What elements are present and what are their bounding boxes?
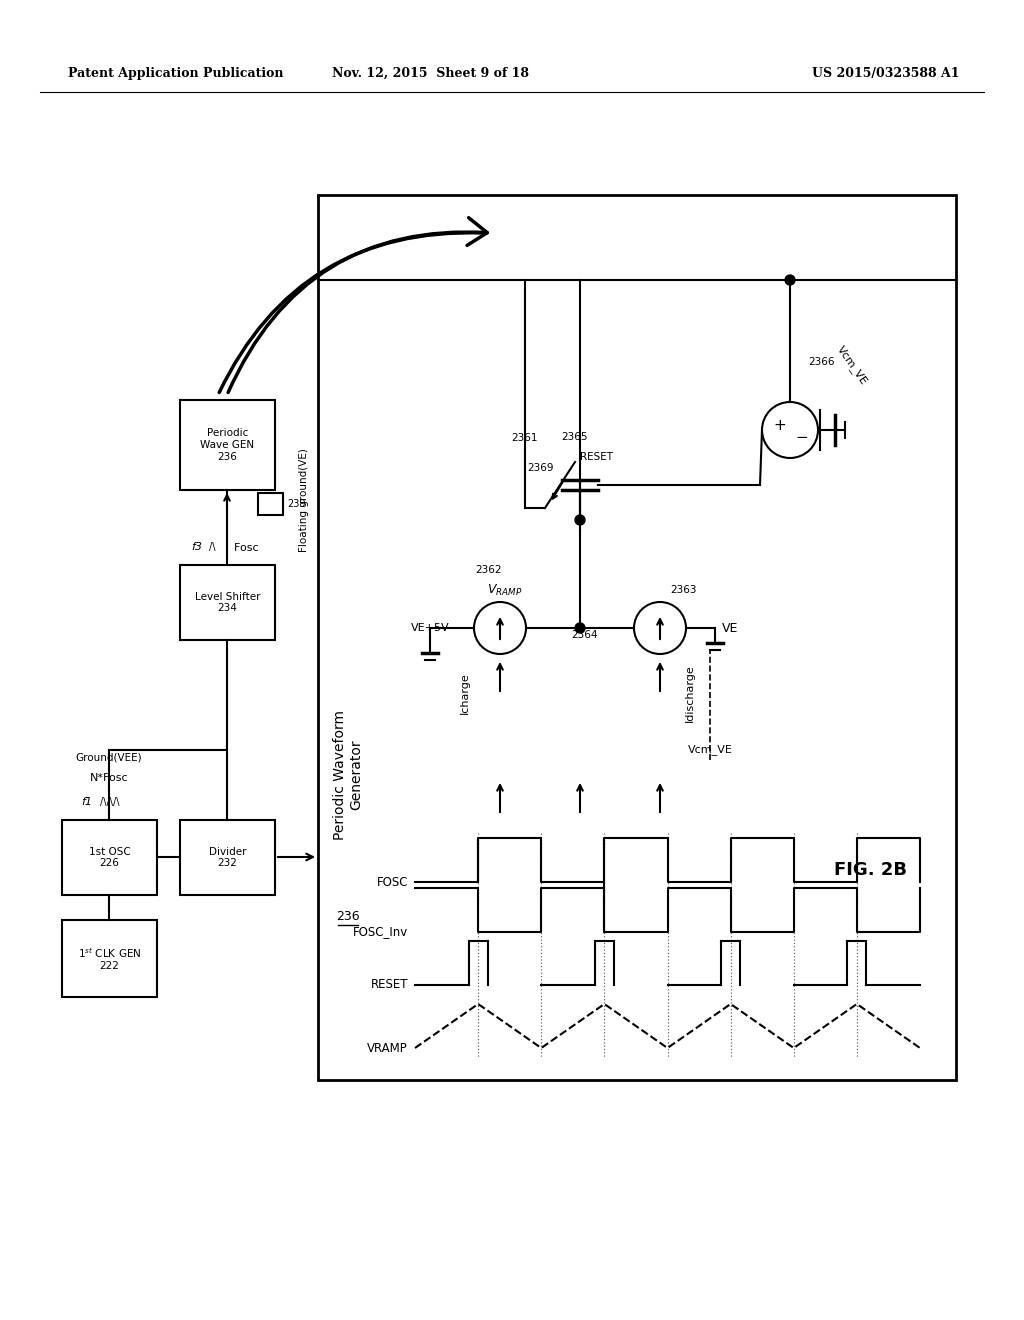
Text: /\: /\ (209, 543, 215, 552)
Circle shape (785, 275, 795, 285)
Text: 2363: 2363 (670, 585, 696, 595)
Text: f3: f3 (191, 543, 203, 552)
Circle shape (575, 515, 585, 525)
Text: Icharge: Icharge (460, 672, 470, 714)
Text: N*Fosc: N*Fosc (90, 774, 128, 783)
Text: US 2015/0323588 A1: US 2015/0323588 A1 (812, 66, 961, 79)
Circle shape (575, 623, 585, 634)
Text: FOSC: FOSC (377, 875, 408, 888)
Text: 2369: 2369 (526, 463, 553, 473)
Text: FIG. 2B: FIG. 2B (834, 861, 906, 879)
Text: Ground(VEE): Ground(VEE) (76, 752, 142, 762)
Text: 2365: 2365 (562, 432, 588, 442)
Text: Nov. 12, 2015  Sheet 9 of 18: Nov. 12, 2015 Sheet 9 of 18 (332, 66, 528, 79)
Text: VE+5V: VE+5V (412, 623, 450, 634)
Text: Patent Application Publication: Patent Application Publication (68, 66, 284, 79)
Text: RESET: RESET (371, 978, 408, 991)
Text: RESET: RESET (580, 451, 613, 462)
Text: VRAMP: VRAMP (368, 1041, 408, 1055)
FancyBboxPatch shape (180, 565, 275, 640)
Text: $V_{RAMP}$: $V_{RAMP}$ (487, 582, 522, 598)
FancyBboxPatch shape (180, 400, 275, 490)
FancyBboxPatch shape (62, 920, 157, 997)
FancyBboxPatch shape (62, 820, 157, 895)
Text: 2366: 2366 (809, 356, 835, 367)
Text: Vcm_VE: Vcm_VE (835, 343, 869, 387)
Text: Level Shifter
234: Level Shifter 234 (195, 591, 260, 614)
Text: 2361: 2361 (512, 433, 539, 444)
FancyArrowPatch shape (228, 218, 487, 392)
Text: 236: 236 (336, 911, 359, 924)
Text: Divider
232: Divider 232 (209, 846, 246, 869)
Text: 2364: 2364 (571, 630, 598, 640)
Text: Fosc: Fosc (227, 543, 259, 553)
Text: 1st OSC
226: 1st OSC 226 (89, 846, 130, 869)
Text: 2362: 2362 (475, 565, 502, 576)
Text: Periodic Waveform
Generator: Periodic Waveform Generator (333, 710, 364, 840)
Text: 1$^{st}$ CLK GEN
222: 1$^{st}$ CLK GEN 222 (78, 946, 141, 972)
FancyBboxPatch shape (318, 195, 956, 1080)
Text: Floating ground(VE): Floating ground(VE) (299, 447, 309, 552)
Text: Periodic
Wave GEN
236: Periodic Wave GEN 236 (201, 429, 255, 462)
Text: Idischarge: Idischarge (685, 664, 695, 722)
Text: −: − (796, 429, 808, 445)
Text: 239: 239 (287, 499, 305, 510)
Text: /\/\/\: /\/\/\ (100, 797, 120, 807)
FancyArrowPatch shape (219, 232, 482, 392)
Text: Vcm_VE: Vcm_VE (687, 744, 732, 755)
FancyBboxPatch shape (258, 492, 283, 515)
FancyBboxPatch shape (180, 820, 275, 895)
Text: +: + (773, 417, 786, 433)
Text: VE: VE (722, 622, 738, 635)
Text: f1: f1 (82, 797, 92, 807)
Text: FOSC_Inv: FOSC_Inv (352, 925, 408, 939)
